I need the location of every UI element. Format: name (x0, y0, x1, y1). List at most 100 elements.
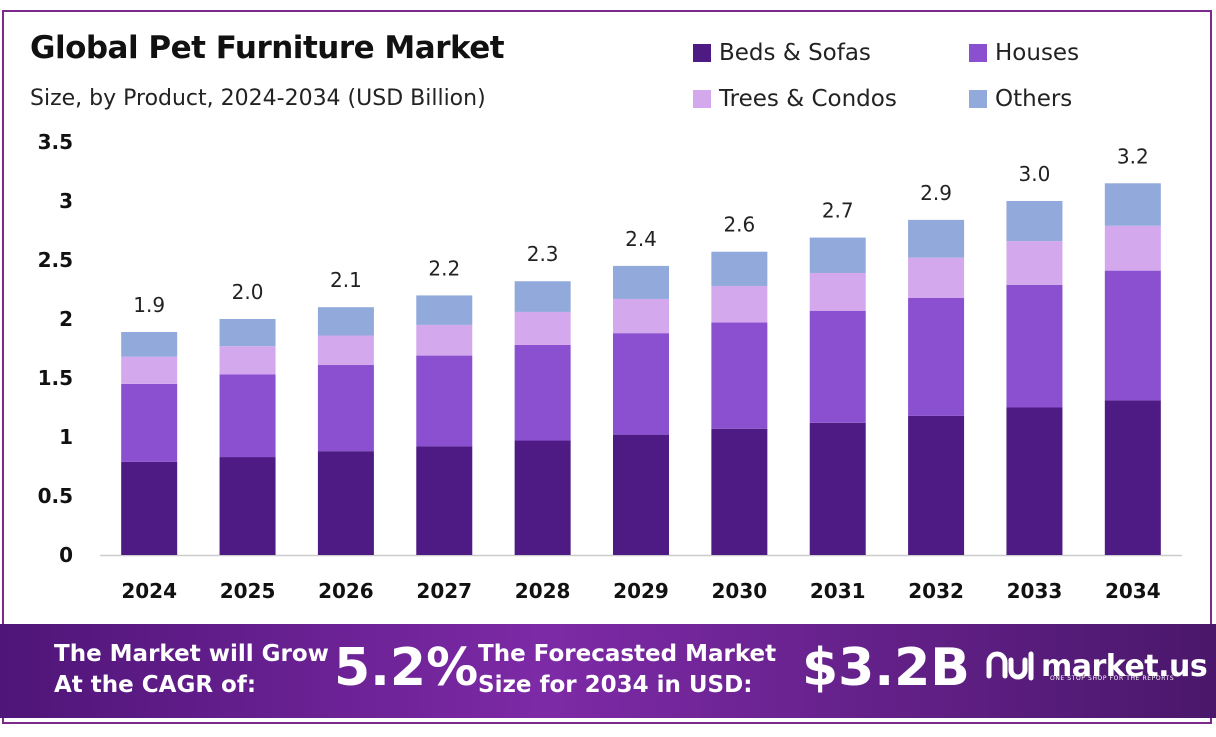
bar-segment (908, 297, 965, 416)
chart-subtitle: Size, by Product, 2024-2034 (USD Billion… (30, 86, 486, 111)
bar-segment (1006, 284, 1063, 408)
chart-title: Global Pet Furniture Market (30, 30, 505, 66)
bar-segment (416, 446, 473, 555)
forecast-caption-line1: The Forecasted Market (478, 641, 777, 667)
x-tick-label: 2032 (908, 579, 964, 603)
bar-segment (613, 434, 669, 555)
bar-segment (121, 356, 178, 384)
bar-total-label: 2.3 (527, 242, 559, 266)
x-tick-label: 2034 (1105, 579, 1161, 603)
y-tick-label: 3 (59, 189, 73, 213)
bar-segment (908, 257, 965, 298)
x-tick-label: 2026 (318, 579, 374, 603)
bar-total-label: 2.4 (625, 227, 657, 251)
brand-tagline: ONE STOP SHOP FOR THE REPORTS (1050, 675, 1175, 682)
cagr-caption-line1: The Market will Grow (54, 641, 329, 667)
chart-frame (2, 10, 1212, 724)
cagr-caption: The Market will Grow At the CAGR of: (54, 639, 329, 701)
bar-segment (317, 365, 374, 452)
bar-segment (711, 285, 768, 323)
bar-segment (514, 440, 571, 555)
bar-total-label: 2.0 (232, 280, 264, 304)
bar-segment (809, 237, 866, 273)
bar-segment (711, 322, 768, 429)
legend-label-beds-sofas: Beds & Sofas (719, 40, 871, 66)
bar-segment (1104, 183, 1161, 226)
bar-total-label: 2.9 (920, 181, 952, 205)
bar-segment (514, 344, 571, 441)
cagr-caption-line2: At the CAGR of: (54, 672, 257, 698)
bar-segment (416, 324, 473, 356)
legend-item-trees-condos: Trees & Condos (693, 86, 897, 112)
x-tick-label: 2029 (613, 579, 669, 603)
bar-segment (1006, 201, 1063, 242)
x-tick-label: 2031 (810, 579, 866, 603)
bar-segment (711, 428, 768, 555)
bar-segment (1104, 270, 1161, 401)
x-tick-label: 2025 (220, 579, 276, 603)
chart-plot: 0 0.5 1 1.5 2 2.5 3 3.5 1.9 2024 2.0 2025 2.1 2026 2.2… (38, 130, 1182, 603)
bar-segment (613, 333, 669, 435)
forecast-caption: The Forecasted Market Size for 2034 in U… (478, 639, 776, 701)
y-tick-label: 1 (59, 425, 73, 449)
y-tick-label: 3.5 (38, 130, 73, 154)
legend-label-houses: Houses (995, 40, 1080, 66)
bar-segment (908, 219, 965, 258)
bar-segment (121, 331, 178, 357)
bar-segment (219, 319, 276, 347)
bar-segment (219, 346, 276, 375)
bar-segment (908, 415, 965, 555)
x-tick-label: 2033 (1007, 579, 1063, 603)
forecast-value: $3.2B (802, 638, 970, 698)
bar-total-label: 2.1 (330, 268, 362, 292)
y-tick-label: 0 (59, 543, 73, 567)
x-tick-label: 2027 (416, 579, 472, 603)
bar-segment (809, 310, 866, 423)
bar-segment (711, 251, 768, 286)
bar-segment (1104, 225, 1161, 271)
legend-label-others: Others (995, 86, 1073, 112)
bar-total-label: 2.6 (723, 213, 755, 237)
bar-segment (317, 335, 374, 366)
bar-segment (1104, 400, 1161, 555)
y-tick-label: 2.5 (38, 248, 73, 272)
bar-segment (121, 461, 178, 555)
bar-segment (317, 451, 374, 555)
bar-total-label: 2.7 (822, 199, 854, 223)
y-tick-label: 0.5 (38, 484, 73, 508)
legend-label-trees-condos: Trees & Condos (719, 86, 897, 112)
x-tick-label: 2024 (121, 579, 177, 603)
bar-segment (416, 355, 473, 447)
brand-name: market.us (1041, 648, 1208, 684)
bar-segment (1006, 241, 1063, 285)
bar-segment (317, 307, 374, 336)
bar-segment (416, 295, 473, 325)
y-tick-label: 1.5 (38, 366, 73, 390)
legend-item-beds-sofas: Beds & Sofas (693, 40, 871, 66)
bar-segment (514, 311, 571, 345)
bar-segment (219, 374, 276, 458)
y-tick-label: 2 (59, 307, 73, 331)
brand-logo: market.us (985, 646, 1208, 686)
legend-swatch-houses (969, 44, 987, 62)
x-tick-label: 2030 (712, 579, 768, 603)
bar-segment (613, 298, 669, 334)
bar-segment (1006, 407, 1063, 555)
market-us-logo-icon (986, 651, 1034, 681)
x-tick-label: 2028 (515, 579, 571, 603)
bar-total-label: 3.0 (1019, 162, 1051, 186)
bar-total-label: 1.9 (133, 293, 165, 317)
bar-segment (809, 272, 866, 311)
legend-item-houses: Houses (969, 40, 1079, 66)
bar-total-label: 2.2 (428, 256, 460, 280)
bar-segment (121, 383, 178, 462)
bar-segment (613, 265, 669, 299)
cagr-value: 5.2% (334, 638, 479, 698)
bar-segment (809, 422, 866, 555)
legend-swatch-others (969, 90, 987, 108)
legend-swatch-beds-sofas (693, 44, 711, 62)
legend-swatch-trees-condos (693, 90, 711, 108)
legend-item-others: Others (969, 86, 1072, 112)
bar-segment (219, 457, 276, 555)
bar-total-label: 3.2 (1117, 144, 1149, 168)
